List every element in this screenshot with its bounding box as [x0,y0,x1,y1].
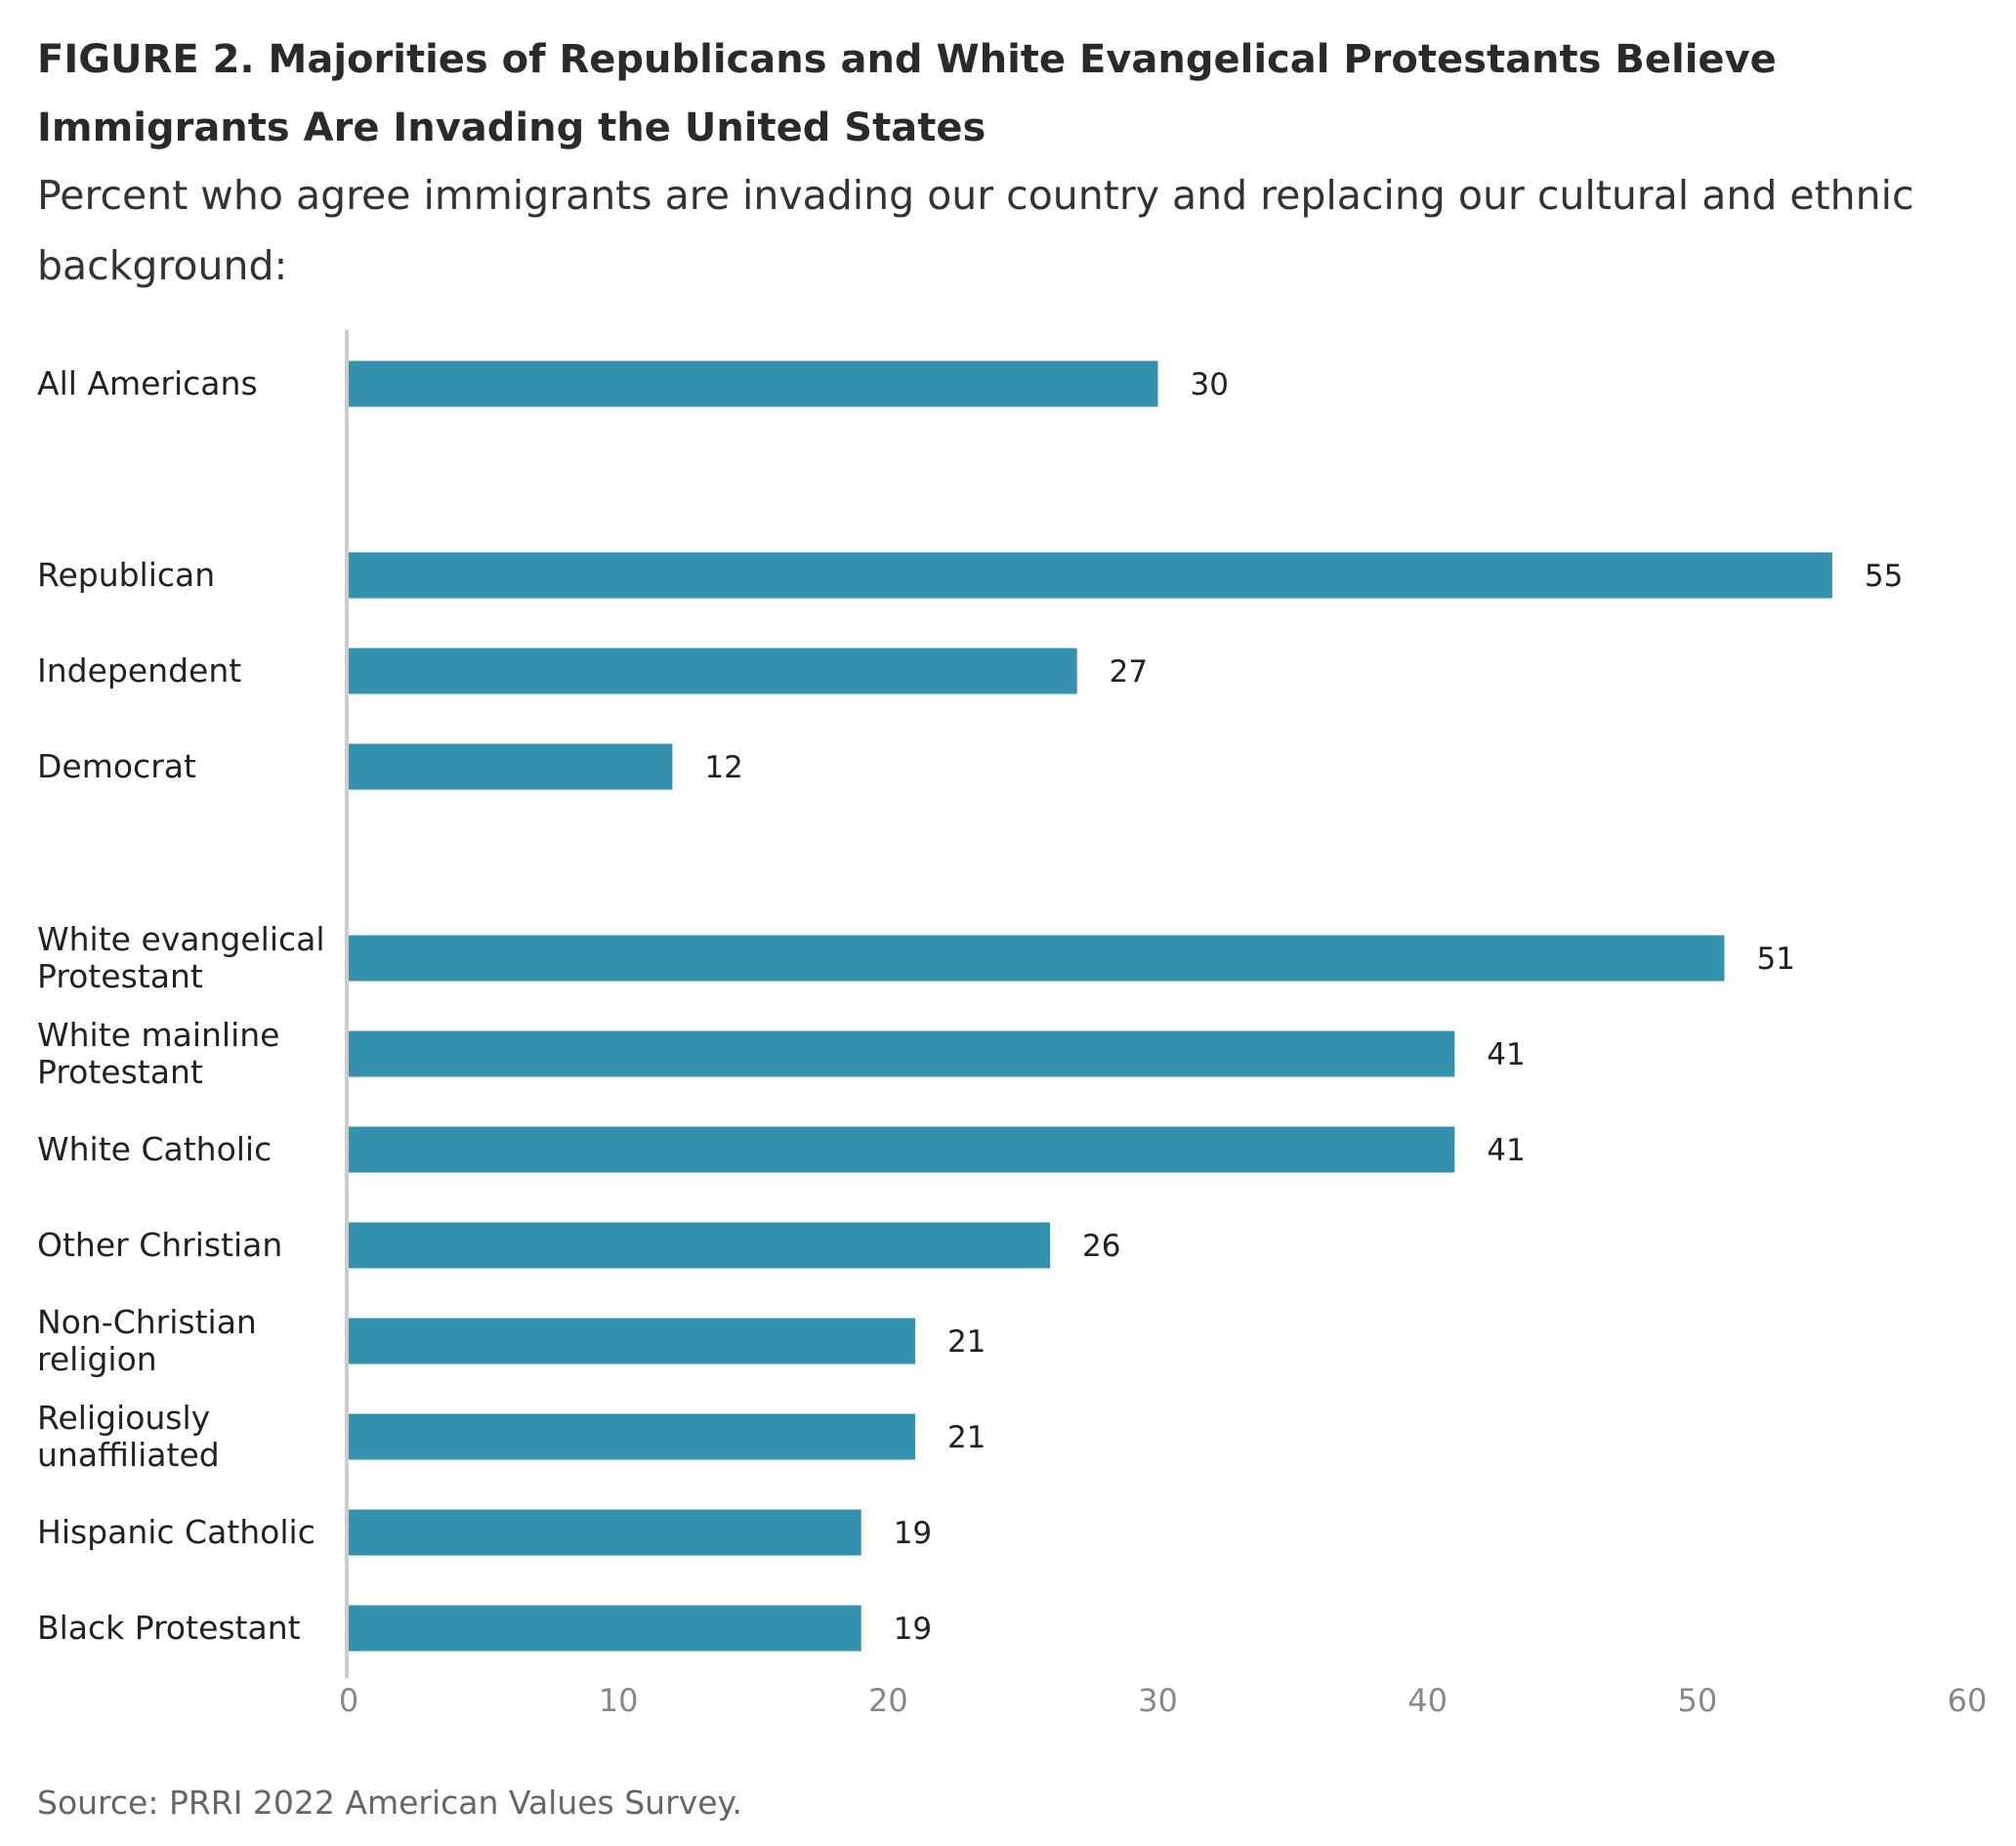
category-label-line: Protestant [37,1053,203,1091]
bar-value-label: 55 [1865,559,1903,594]
bar [349,1413,915,1460]
category-label-line: Independent [37,651,241,690]
x-tick-label: 0 [339,1682,358,1719]
category-label-line: All Americans [37,364,258,402]
category-label: All Americans [37,364,258,402]
source-note: Source: PRRI 2022 American Values Survey… [37,1783,742,1822]
category-label-line: White evangelical [37,920,325,958]
category-label-line: Protestant [37,957,203,995]
category-label: Non-Christian religion [37,1303,257,1378]
x-tick-label: 40 [1407,1682,1448,1719]
category-label-line: Non-Christian [37,1303,257,1341]
bar [349,1318,915,1364]
bar [349,1509,861,1556]
bar-value-label: 26 [1082,1229,1120,1264]
x-tick-label: 60 [1948,1682,1988,1719]
bar-value-label: 19 [894,1516,932,1551]
chart-title: FIGURE 2. Majorities of Republicans and … [37,37,1777,150]
bar-value-label: 41 [1487,1133,1525,1168]
category-label: Independent [37,651,241,690]
category-label: White evangelical Protestant [37,920,325,995]
category-label: White Catholic [37,1130,272,1168]
bar [349,1030,1455,1077]
bar-value-label: 12 [704,750,742,785]
chart-subtitle: Percent who agree immigrants are invadin… [37,172,1914,289]
category-label-line: Hispanic Catholic [37,1513,315,1551]
bar [349,360,1158,407]
value-labels: 30 55 27 12 51 41 41 26 21 21 19 19 [704,367,1903,1647]
bars-layer [349,360,1832,1652]
category-label: Black Protestant [37,1609,301,1647]
category-label-line: White Catholic [37,1130,272,1168]
bar-value-label: 30 [1191,367,1229,402]
category-label-line: Republican [37,556,215,594]
category-label-line: Black Protestant [37,1609,301,1647]
bar [349,552,1832,599]
category-label-line: unaffiliated [37,1436,220,1474]
x-tick-label: 10 [599,1682,639,1719]
bar [349,935,1725,982]
category-label: White mainline Protestant [37,1016,279,1091]
category-label-line: Democrat [37,747,196,785]
bar-value-label: 19 [894,1612,932,1647]
category-label: Republican [37,556,215,594]
category-labels: All Americans Republican Independent Democr… [37,364,325,1647]
x-tick-label: 50 [1677,1682,1717,1719]
x-tick-label: 20 [868,1682,908,1719]
bar-value-label: 21 [947,1420,986,1455]
bar-value-label: 27 [1110,654,1148,690]
bar-value-label: 51 [1756,942,1794,977]
category-label-line: Other Christian [37,1226,282,1264]
category-label-line: White mainline [37,1016,279,1054]
x-tick-label: 30 [1138,1682,1178,1719]
category-label: Other Christian [37,1226,282,1264]
category-label: Democrat [37,747,196,785]
bar [349,1126,1455,1173]
bar [349,1222,1051,1269]
category-label-line: religion [37,1340,157,1378]
bar-value-label: 21 [947,1324,986,1360]
category-label: Hispanic Catholic [37,1513,315,1551]
x-axis-tick-labels: 0 10 20 30 40 50 60 [339,1682,1988,1719]
bar [349,648,1077,694]
bar-chart: All Americans Republican Independent Democr… [37,330,1988,1719]
category-label-line: Religiously [37,1399,210,1437]
bar-value-label: 41 [1487,1037,1525,1072]
bar [349,743,673,790]
bar [349,1605,861,1652]
category-label: Religiously unaffiliated [37,1399,220,1474]
